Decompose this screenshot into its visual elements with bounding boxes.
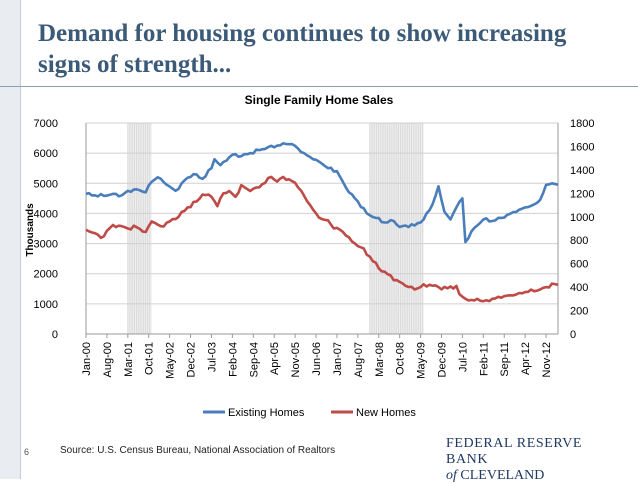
logo-line1: FEDERAL RESERVE BANK: [446, 436, 583, 467]
series-new-homes: [85, 175, 559, 303]
logo-city: CLEVELAND: [460, 468, 545, 483]
legend-label-existing: Existing Homes: [228, 407, 305, 419]
y2-tick-label-200: 200: [570, 306, 588, 318]
x-tick-label-Aug-00: Aug-00: [102, 342, 114, 377]
title-divider: [0, 86, 638, 87]
accent-bar: [0, 0, 20, 479]
y2-tick-label-400: 400: [570, 282, 588, 294]
y-tick-label-1000: 1000: [34, 299, 58, 311]
x-tick-label-Dec-02: Dec-02: [186, 342, 198, 377]
x-tick-label-May-02: May-02: [165, 342, 177, 379]
x-tick-label-Jan-07: Jan-07: [332, 342, 344, 376]
logo-line2: of CLEVELAND: [446, 468, 626, 484]
x-tick-label-Mar-08: Mar-08: [374, 342, 386, 377]
x-tick-label-Oct-01: Oct-01: [144, 342, 156, 375]
x-tick-label-Feb-11: Feb-11: [478, 342, 490, 376]
y-tick-label-3000: 3000: [34, 239, 58, 251]
y-tick-label-2000: 2000: [34, 269, 58, 281]
source-note: Source: U.S. Census Bureau, National Ass…: [60, 445, 336, 456]
series-existing-homes: [85, 142, 559, 244]
y2-tick-label-1800: 1800: [570, 118, 594, 130]
x-tick-label-Jul-03: Jul-03: [206, 342, 218, 372]
series-lines: [85, 142, 559, 303]
x-tick-label-Jan-00: Jan-00: [81, 342, 93, 376]
x-tick-label-Feb-04: Feb-04: [227, 342, 239, 377]
x-tick-label-Dec-09: Dec-09: [436, 342, 448, 377]
x-tick-label-Apr-05: Apr-05: [269, 342, 281, 375]
x-tick-label-Jun-06: Jun-06: [311, 342, 323, 376]
recession-shading: [127, 123, 424, 334]
y-axis-label: Thousands: [25, 203, 36, 257]
legend: Existing Homes New Homes: [203, 407, 416, 419]
fed-cleveland-logo: FEDERAL RESERVE BANK of CLEVELAND: [446, 436, 626, 484]
x-tick-label-Jul-10: Jul-10: [457, 342, 469, 372]
x-tick-label-May-09: May-09: [416, 342, 428, 379]
y2-tick-label-1200: 1200: [570, 188, 594, 200]
gridlines: [86, 122, 558, 305]
y-tick-label-4000: 4000: [34, 208, 58, 220]
axes: 0 1000 2000 3000 4000 5000 6000 7000 0 200 400 600 8…: [34, 118, 595, 379]
y2-tick-label-800: 800: [570, 235, 588, 247]
page-number: 6: [24, 447, 30, 457]
x-tick-label-Nov-12: Nov-12: [541, 342, 553, 377]
y2-tick-label-1600: 1600: [570, 141, 594, 153]
y-tick-label-6000: 6000: [34, 148, 58, 160]
x-tick-label-Sep-04: Sep-04: [248, 342, 260, 377]
x-tick-label-Apr-12: Apr-12: [520, 342, 532, 375]
chart-title: Single Family Home Sales: [245, 93, 394, 107]
legend-label-new: New Homes: [356, 407, 416, 419]
x-tick-label-Nov-05: Nov-05: [290, 342, 302, 377]
x-tick-label-Oct-08: Oct-08: [395, 342, 407, 375]
x-tick-label-Aug-07: Aug-07: [353, 342, 365, 377]
x-tick-label-Sep-11: Sep-11: [499, 342, 511, 377]
y2-tick-label-600: 600: [570, 259, 588, 271]
y-tick-label-5000: 5000: [34, 178, 58, 190]
y2-tick-label-1000: 1000: [570, 212, 594, 224]
x-tick-label-Mar-01: Mar-01: [123, 342, 135, 377]
slide-title: Demand for housing continues to show inc…: [38, 20, 567, 78]
y2-tick-label-0: 0: [570, 329, 576, 341]
y-tick-label-7000: 7000: [34, 118, 58, 130]
y2-tick-label-1400: 1400: [570, 165, 594, 177]
logo-of: of: [446, 468, 457, 483]
accent-line: [20, 0, 21, 479]
y-tick-label-0: 0: [52, 329, 58, 341]
